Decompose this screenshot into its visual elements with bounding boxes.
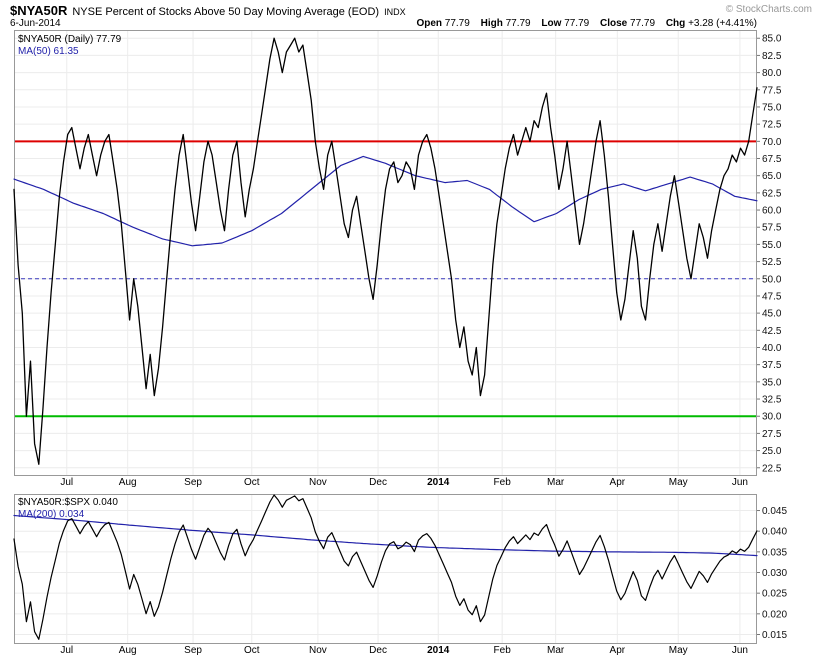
x-axis-month-label: Mar xyxy=(547,477,565,488)
chart-header: $NYA50R NYSE Percent of Stocks Above 50 D… xyxy=(10,2,406,20)
y-tick-label: 40.0 xyxy=(762,343,782,354)
y-tick-label: 67.5 xyxy=(762,154,782,165)
chart-title: NYSE Percent of Stocks Above 50 Day Movi… xyxy=(72,6,380,18)
x-axis-month-label: Jun xyxy=(731,477,748,488)
x-axis-month-label: Sep xyxy=(184,645,202,656)
low-value: 77.79 xyxy=(564,18,590,29)
y-tick-label: 0.030 xyxy=(762,568,787,579)
y-tick-label: 62.5 xyxy=(762,188,782,199)
exchange-label: INDX xyxy=(384,7,406,17)
y-tick-label: 0.040 xyxy=(762,527,787,538)
quote-bar: Open 77.79 High 77.79 Low 77.79 Close 77… xyxy=(416,18,757,29)
y-tick-label: 57.5 xyxy=(762,223,782,234)
x-axis-month-label: Aug xyxy=(118,645,137,656)
y-tick-label: 42.5 xyxy=(762,326,782,337)
y-tick-label: 50.0 xyxy=(762,274,782,285)
y-tick-label: 65.0 xyxy=(762,171,782,182)
y-tick-label: 70.0 xyxy=(762,137,782,148)
x-axis-month-label: Oct xyxy=(243,477,260,488)
y-tick-label: 55.0 xyxy=(762,240,782,251)
y-tick-label: 0.045 xyxy=(762,506,787,517)
y-tick-label: 47.5 xyxy=(762,291,782,302)
x-axis-month-label: 2014 xyxy=(427,477,450,488)
x-axis-month-label: Feb xyxy=(493,645,511,656)
ratio-legend-ma200: MA(200) 0.034 xyxy=(18,509,85,520)
y-tick-label: 35.0 xyxy=(762,377,782,388)
x-axis-month-label: May xyxy=(668,477,688,488)
x-axis-month-label: Apr xyxy=(609,645,626,656)
x-axis-month-label: Oct xyxy=(243,645,260,656)
ratio-legend: $NYA50R:$SPX 0.040 xyxy=(18,497,118,508)
ma50-line xyxy=(13,155,758,247)
x-axis-months-main: Jul Aug Sep Oct Nov Dec 2014 Feb Mar Apr May Jun xyxy=(0,477,820,491)
high-label: High xyxy=(480,18,503,29)
y-tick-label: 22.5 xyxy=(762,463,782,474)
x-axis-month-label: Dec xyxy=(369,645,387,656)
ma200-line xyxy=(13,514,758,557)
main-legend-price: $NYA50R (Daily) 77.79 xyxy=(18,34,122,45)
close-label: Close xyxy=(600,18,628,29)
x-axis-month-label: Jun xyxy=(731,645,748,656)
y-tick-label: 0.020 xyxy=(762,609,787,620)
y-tick-label: 0.015 xyxy=(762,630,787,641)
plot-border xyxy=(14,30,757,476)
low-label: Low xyxy=(541,18,562,29)
y-tick-label: 0.035 xyxy=(762,547,787,558)
x-axis-month-label: Apr xyxy=(609,477,626,488)
y-tick-label: 30.0 xyxy=(762,412,782,423)
symbol-label: $NYA50R xyxy=(10,3,68,18)
y-tick-label: 45.0 xyxy=(762,309,782,320)
x-axis-month-label: Mar xyxy=(547,645,565,656)
price-line xyxy=(13,37,758,465)
close-value: 77.79 xyxy=(630,18,656,29)
ratio-line xyxy=(13,494,758,640)
y-tick-label: 60.0 xyxy=(762,206,782,217)
y-tick-label: 75.0 xyxy=(762,102,782,113)
y-tick-label: 32.5 xyxy=(762,395,782,406)
x-axis-month-label: Feb xyxy=(493,477,511,488)
ratio-chart: 0.045 0.040 0.035 0.030 0.025 0.020 0.015 xyxy=(13,494,787,644)
chg-value: +3.28 (+4.41%) xyxy=(688,18,757,29)
y-tick-label: 77.5 xyxy=(762,85,782,96)
x-axis-month-label: Sep xyxy=(184,477,202,488)
open-value: 77.79 xyxy=(444,18,470,29)
y-tick-label: 82.5 xyxy=(762,51,782,62)
y-tick-label: 37.5 xyxy=(762,360,782,371)
x-axis-months-ratio: Jul Aug Sep Oct Nov Dec 2014 Feb Mar Apr May Jun xyxy=(0,645,820,659)
copyright-label: © StockCharts.com xyxy=(725,4,812,15)
x-axis-month-label: Jul xyxy=(60,477,74,488)
date-label: 6-Jun-2014 xyxy=(10,18,61,29)
y-tick-label: 72.5 xyxy=(762,120,782,131)
y-tick-label: 80.0 xyxy=(762,68,782,79)
x-axis-month-label: Aug xyxy=(118,477,137,488)
main-legend-ma50: MA(50) 61.35 xyxy=(18,46,79,57)
plot-border xyxy=(14,494,757,644)
high-value: 77.79 xyxy=(505,18,531,29)
x-axis-month-label: Nov xyxy=(308,645,327,656)
y-tick-label: 25.0 xyxy=(762,446,782,457)
y-tick-label: 85.0 xyxy=(762,34,782,45)
y-tick-label: 27.5 xyxy=(762,429,782,440)
x-axis-month-label: Jul xyxy=(60,645,74,656)
y-tick-label: 0.025 xyxy=(762,589,787,600)
x-axis-month-label: Dec xyxy=(369,477,387,488)
chg-label: Chg xyxy=(665,18,686,29)
x-axis-month-label: 2014 xyxy=(427,645,450,656)
open-label: Open xyxy=(416,18,442,29)
x-axis-month-label: Nov xyxy=(308,477,327,488)
main-price-chart: 85.0 82.5 80.0 77.5 75.0 72.5 70.0 67.5 65.0 62.5… xyxy=(13,30,782,476)
x-axis-month-label: May xyxy=(668,645,688,656)
y-tick-label: 52.5 xyxy=(762,257,782,268)
